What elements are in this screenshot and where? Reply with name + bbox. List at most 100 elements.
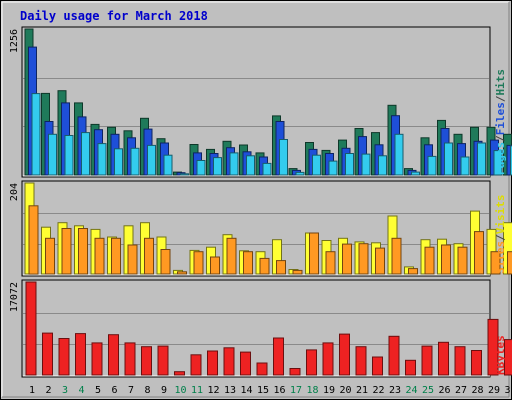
- bar-sites-day-22: [375, 247, 385, 275]
- bar-pages-day-16: [279, 139, 288, 176]
- x-tick-label-2: 2: [45, 385, 51, 396]
- bar-kbytes-day-23: [388, 335, 400, 376]
- bar-sites-day-3: [61, 228, 72, 275]
- x-tick-label-9: 9: [161, 385, 167, 396]
- x-tick-label-29: 29: [488, 385, 500, 396]
- bar-sites-day-20: [342, 243, 352, 275]
- bar-pages-day-19: [328, 160, 338, 176]
- x-tick-label-11: 11: [191, 385, 203, 396]
- bar-pages-day-2: [48, 133, 57, 176]
- bar-kbytes-day-9: [157, 345, 169, 376]
- bar-sites-day-14: [243, 251, 253, 275]
- bar-kbytes-day-19: [322, 342, 334, 376]
- bar-sites-day-15: [259, 257, 270, 275]
- bar-kbytes-day-11: [190, 354, 202, 376]
- x-tick-label-5: 5: [95, 385, 101, 396]
- x-tick-label-18: 18: [306, 385, 318, 396]
- legend-item-visits-1: /: [494, 234, 507, 241]
- bar-pages-day-20: [345, 153, 354, 176]
- bar-pages-day-27: [460, 156, 470, 176]
- x-tick-label-19: 19: [323, 385, 335, 396]
- bar-sites-day-25: [424, 246, 435, 275]
- bar-pages-day-6: [114, 148, 123, 176]
- x-tick-label-26: 26: [438, 385, 450, 396]
- bar-sites-day-23: [391, 237, 402, 275]
- legend-kbytes: KBytes: [494, 335, 507, 375]
- bar-sites-day-17: [292, 269, 303, 275]
- bar-pages-day-24: [411, 171, 420, 176]
- bar-kbytes-day-24: [405, 359, 416, 376]
- bar-sites-day-18: [309, 232, 319, 275]
- bar-pages-day-21: [361, 153, 371, 176]
- bar-sites-day-6: [111, 237, 121, 275]
- bar-pages-day-7: [130, 147, 140, 176]
- bar-pages-day-29: [493, 150, 503, 176]
- bar-sites-day-7: [127, 244, 138, 275]
- legend-item-hits-1: /: [494, 135, 507, 142]
- bar-pages-day-17: [295, 171, 305, 176]
- bar-pages-day-4: [81, 132, 90, 176]
- legend-item-visits-0: Sites: [494, 241, 507, 274]
- bar-sites-day-26: [441, 244, 451, 275]
- bar-pages-day-25: [427, 155, 437, 176]
- bar-sites-day-24: [408, 268, 418, 275]
- x-tick-label-10: 10: [174, 385, 186, 396]
- bar-sites-day-9: [160, 249, 171, 275]
- bar-sites-day-8: [144, 237, 154, 275]
- panel-kbytes: 17072 KBytes: [9, 279, 512, 378]
- bar-sites-day-11: [193, 251, 204, 275]
- chart-title: Daily usage for March 2018: [20, 9, 208, 23]
- x-tick-label-23: 23: [389, 385, 401, 396]
- max-label-kbytes: 17072: [9, 282, 20, 312]
- x-tick-label-20: 20: [339, 385, 351, 396]
- bar-kbytes-day-4: [75, 333, 86, 376]
- x-tick-label-24: 24: [405, 385, 417, 396]
- bar-kbytes-day-15: [256, 362, 268, 376]
- bar-kbytes-day-27: [454, 346, 466, 376]
- bar-kbytes-day-7: [124, 342, 136, 376]
- x-tick-label-17: 17: [290, 385, 302, 396]
- bar-pages-day-22: [378, 155, 387, 176]
- bar-pages-day-14: [246, 155, 255, 176]
- x-tick-label-28: 28: [471, 385, 483, 396]
- x-tick-label-15: 15: [257, 385, 269, 396]
- bar-sites-day-29: [490, 251, 501, 275]
- x-tick-label-14: 14: [240, 385, 252, 396]
- bar-sites-day-4: [78, 228, 88, 275]
- bar-kbytes-day-22: [372, 356, 383, 376]
- series-sites: [28, 205, 512, 275]
- bar-sites-day-10: [177, 271, 187, 275]
- bar-pages-day-23: [394, 133, 404, 176]
- bar-pages-day-10: [180, 173, 189, 176]
- bar-kbytes-day-8: [141, 346, 152, 376]
- bar-pages-day-1: [31, 93, 41, 176]
- bar-pages-day-26: [444, 142, 453, 176]
- bar-pages-day-15: [262, 162, 272, 176]
- x-tick-label-3: 3: [62, 385, 68, 396]
- bar-pages-day-11: [196, 160, 206, 176]
- legend-item-hits-0: Pages: [494, 142, 507, 175]
- bar-kbytes-day-16: [273, 337, 284, 376]
- legend-item-hits-3: /: [494, 95, 507, 102]
- bar-kbytes-day-30: [504, 339, 512, 376]
- series-kbytes: [25, 281, 512, 376]
- bar-sites-day-5: [94, 237, 105, 275]
- bar-sites-day-16: [276, 260, 286, 275]
- bar-kbytes-day-28: [471, 350, 482, 376]
- bar-kbytes-day-26: [438, 341, 449, 376]
- bar-kbytes-day-10: [174, 371, 185, 376]
- bar-sites-day-12: [210, 256, 220, 275]
- bar-pages-day-30: [510, 145, 512, 176]
- legend-item-hits-4: Hits: [494, 69, 507, 96]
- bar-kbytes-day-29: [487, 318, 499, 376]
- legend-item-visits-2: Visits: [494, 195, 507, 235]
- x-tick-label-8: 8: [144, 385, 150, 396]
- x-tick-label-13: 13: [224, 385, 236, 396]
- bar-kbytes-day-13: [223, 347, 235, 376]
- max-label-visits: 204: [9, 183, 20, 201]
- bar-kbytes-day-3: [58, 338, 70, 376]
- x-tick-label-30: 30: [504, 385, 512, 396]
- x-tick-label-7: 7: [128, 385, 134, 396]
- bar-sites-day-1: [28, 205, 39, 275]
